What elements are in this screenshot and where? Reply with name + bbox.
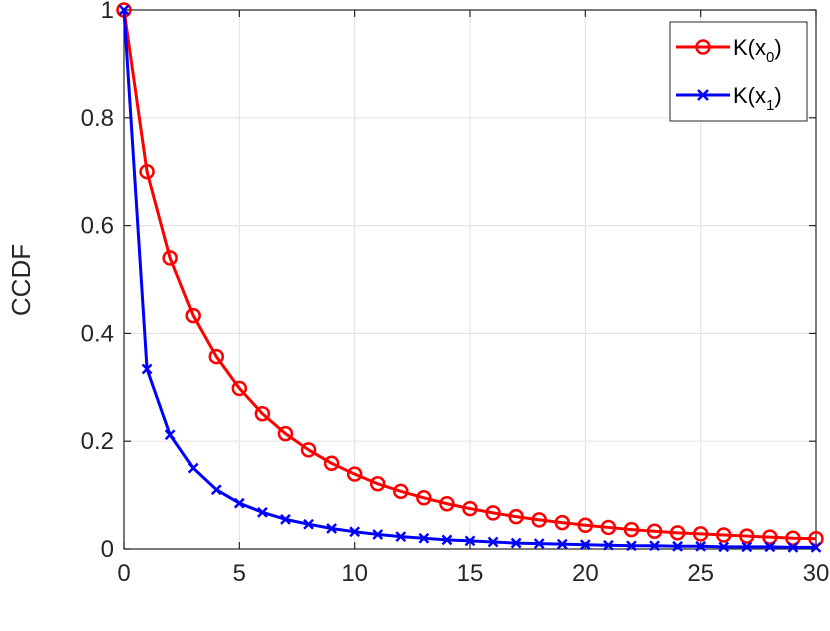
series-1-point xyxy=(118,4,130,16)
legend-marker-1 xyxy=(697,89,709,101)
series-1-point xyxy=(649,540,660,552)
series-0-point xyxy=(254,405,271,422)
series-1-point xyxy=(579,539,591,551)
x-tick-label: 20 xyxy=(572,560,599,587)
legend-label-0-close: ) xyxy=(774,35,781,60)
series-0-point xyxy=(623,521,640,538)
legend-label-1: K(x1) xyxy=(733,83,782,114)
legend-item-0: K(x0) xyxy=(676,35,782,66)
series-0 xyxy=(116,2,824,547)
series-1-point xyxy=(695,540,707,552)
legend-label-0-main: K(x xyxy=(733,35,766,60)
legend-label-0-sub: 0 xyxy=(766,49,774,66)
series-1-point xyxy=(303,518,314,530)
series-1-point xyxy=(810,541,822,553)
series-0-line xyxy=(122,9,817,541)
y-tick-label: 0.4 xyxy=(81,320,114,347)
series-1-point xyxy=(626,540,637,552)
series-1-point xyxy=(764,541,776,553)
series-0-point xyxy=(277,425,294,442)
series-0-point xyxy=(600,519,617,536)
series-0-point xyxy=(462,500,478,517)
x-tick-label: 5 xyxy=(233,560,246,587)
series-0-point xyxy=(508,508,524,525)
x-tick-labels: 0 5 10 15 20 25 30 xyxy=(117,560,829,587)
series-1-point xyxy=(556,538,568,550)
series-0-point xyxy=(692,526,709,542)
y-tick-label: 0.2 xyxy=(81,428,114,455)
legend-box xyxy=(669,21,808,122)
series-0-point xyxy=(369,476,386,492)
x-tick-label: 30 xyxy=(803,560,830,587)
series-1-point xyxy=(372,529,384,540)
series-1-point xyxy=(418,532,430,544)
series-1-point xyxy=(164,429,176,441)
series-0-point xyxy=(785,530,801,546)
series-0-point xyxy=(485,505,501,521)
series-0-point xyxy=(323,455,340,472)
series-0-point xyxy=(439,495,455,512)
legend-marker-0 xyxy=(695,39,711,55)
series-0-point xyxy=(393,483,409,500)
series-1-point xyxy=(464,535,476,547)
series-0-point xyxy=(208,348,225,365)
x-tick-label: 25 xyxy=(687,560,714,587)
y-tick-labels: 0 0.2 0.4 0.6 0.8 1 xyxy=(81,0,114,563)
legend: K(x0) K(x1) xyxy=(669,21,808,122)
series-1-point xyxy=(510,537,522,549)
legend-label-1-sub: 1 xyxy=(766,97,774,114)
series-1-point xyxy=(787,541,799,553)
series-1-point xyxy=(141,363,153,375)
series-0-point xyxy=(808,531,824,547)
y-tick-label: 0.6 xyxy=(81,213,114,240)
series-0-point xyxy=(346,466,363,482)
series-0-point xyxy=(416,490,432,506)
series-0-point xyxy=(577,517,594,534)
series-1-point xyxy=(603,539,614,551)
series-0-point xyxy=(669,525,686,541)
series-0-point xyxy=(646,523,663,539)
legend-item-1: K(x1) xyxy=(676,83,782,114)
series-1-point xyxy=(233,497,245,509)
x-tick-label: 15 xyxy=(457,560,484,587)
series-1-point xyxy=(326,523,337,534)
series-0-point xyxy=(162,250,178,266)
legend-label-1-main: K(x xyxy=(733,83,766,108)
series-0-point xyxy=(531,512,547,528)
y-axis-title: CCDF xyxy=(6,244,36,316)
series-1-point xyxy=(741,541,753,553)
y-tick-label: 0 xyxy=(101,536,114,563)
series-1-point xyxy=(718,541,730,553)
series-1-point xyxy=(672,540,683,552)
series-1-point xyxy=(349,526,361,538)
series-1 xyxy=(118,4,822,553)
series-1-point xyxy=(395,531,407,542)
series-0-point xyxy=(231,380,248,397)
series-0-point xyxy=(762,529,778,545)
series-1-point xyxy=(487,536,499,548)
series-0-point xyxy=(554,514,571,531)
series-0-point xyxy=(300,442,317,458)
series-1-point xyxy=(280,513,291,525)
x-tick-label: 10 xyxy=(341,560,368,587)
series-1-point xyxy=(210,484,222,496)
series-0-point xyxy=(139,163,155,180)
series-group xyxy=(116,2,824,553)
series-0-point xyxy=(739,528,755,544)
y-tick-label: 1 xyxy=(101,0,114,24)
x-tick-label: 0 xyxy=(117,560,130,587)
series-0-point xyxy=(185,307,201,324)
y-tick-label: 0.8 xyxy=(81,105,114,132)
axis-ticks xyxy=(123,9,817,550)
series-1-point xyxy=(257,506,268,518)
series-1-point xyxy=(441,534,453,546)
series-1-point xyxy=(187,462,199,474)
legend-label-1-close: ) xyxy=(774,83,781,108)
series-0-point xyxy=(715,527,732,543)
legend-label-0: K(x0) xyxy=(733,35,782,66)
series-1-point xyxy=(533,538,545,549)
